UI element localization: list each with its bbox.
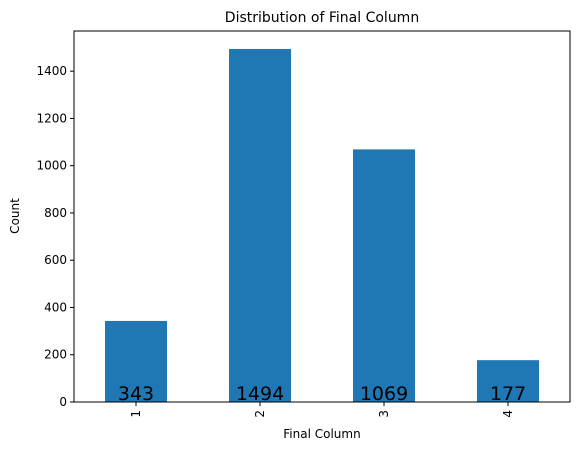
plot-frame	[73, 30, 571, 403]
bar-3	[353, 149, 415, 402]
bar-2	[229, 48, 291, 403]
data-label: 1494	[236, 383, 284, 405]
x-tick-label: 4	[501, 410, 515, 418]
y-tick-label: 600	[44, 253, 67, 267]
y-axis-label: Count	[8, 198, 22, 234]
data-label: 343	[118, 383, 154, 405]
data-label: 1069	[360, 383, 408, 405]
y-tick-label: 1000	[36, 159, 67, 173]
ticks-layer: 0 200 400 600 800 1000 1200 1400 1 2 3 4	[36, 64, 515, 417]
y-tick-label: 200	[44, 348, 67, 362]
y-tick-label: 800	[44, 206, 67, 220]
bar-4	[477, 360, 539, 402]
y-tick-label: 0	[59, 395, 67, 409]
x-tick-label: 2	[253, 410, 267, 418]
x-tick-label: 3	[377, 410, 391, 418]
x-axis-label: Final Column	[283, 427, 360, 441]
data-label: 177	[490, 383, 526, 405]
x-tick-label: 1	[129, 410, 143, 418]
labels-layer: 343 1494 1069 177	[118, 383, 526, 405]
y-tick-label: 1400	[36, 64, 67, 78]
chart-title: Distribution of Final Column	[225, 10, 419, 26]
y-tick-label: 400	[44, 300, 67, 314]
bar-1	[105, 320, 167, 402]
y-tick-label: 1200	[36, 111, 67, 125]
bars-layer	[105, 48, 539, 403]
